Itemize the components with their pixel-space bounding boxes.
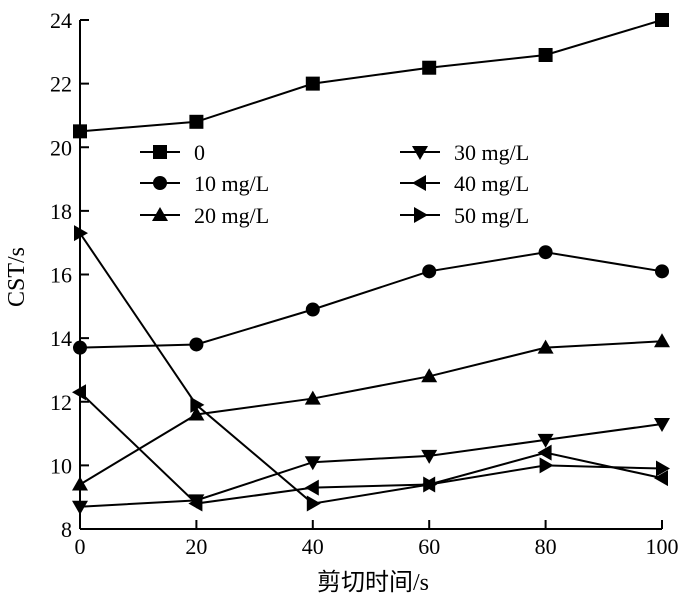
x-axis-title: 剪切时间/s bbox=[317, 569, 429, 596]
legend-label: 10 mg/L bbox=[194, 171, 269, 196]
data-point-30-mg-l bbox=[654, 418, 670, 433]
data-point-50-mg-l bbox=[539, 457, 554, 474]
data-point-50-mg-l bbox=[190, 396, 205, 413]
series-line-40-mg-l bbox=[79, 391, 663, 505]
legend-entry-30-mg-l: 30 mg/L bbox=[400, 140, 529, 165]
series-line-0 bbox=[79, 19, 663, 133]
y-tick-label: 12 bbox=[50, 390, 72, 415]
series-line-10-mg-l bbox=[79, 251, 663, 349]
legend-label: 30 mg/L bbox=[454, 140, 529, 165]
data-point-0 bbox=[655, 13, 669, 27]
data-point-50-mg-l bbox=[423, 476, 438, 493]
data-point-20-mg-l bbox=[72, 476, 88, 491]
x-tick-label: 60 bbox=[418, 534, 440, 559]
series-line-20-mg-l bbox=[79, 340, 663, 486]
data-point-10-mg-l bbox=[422, 264, 437, 279]
data-point-30-mg-l bbox=[537, 433, 554, 448]
data-point-0 bbox=[189, 114, 204, 129]
legend-entry-20-mg-l: 20 mg/L bbox=[140, 203, 269, 228]
legend-entry-10-mg-l: 10 mg/L bbox=[140, 171, 269, 196]
data-point-20-mg-l bbox=[421, 368, 438, 383]
legend-marker bbox=[412, 175, 426, 191]
data-point-50-mg-l bbox=[656, 460, 670, 477]
data-point-20-mg-l bbox=[304, 390, 321, 405]
y-tick-label: 20 bbox=[50, 135, 72, 160]
data-point-10-mg-l bbox=[189, 337, 204, 352]
data-point-30-mg-l bbox=[304, 456, 321, 471]
legend: 0 10 mg/L 20 mg/L 30 mg/L 40 mg/L 50 mg/L bbox=[140, 140, 529, 228]
data-point-10-mg-l bbox=[538, 245, 553, 260]
data-point-40-mg-l bbox=[537, 444, 552, 461]
data-point-0 bbox=[73, 124, 87, 139]
data-point-30-mg-l bbox=[421, 449, 438, 464]
y-tick-label: 22 bbox=[50, 72, 72, 97]
x-tick-label: 80 bbox=[535, 534, 557, 559]
legend-marker bbox=[414, 207, 428, 223]
series-line-50-mg-l bbox=[79, 232, 663, 505]
data-point-20-mg-l bbox=[537, 339, 554, 354]
axes: 0 20 40 60 80 100 8 10 12 14 16 18 20 22 24 bbox=[50, 8, 679, 559]
data-point-0 bbox=[538, 47, 553, 62]
legend-label: 50 mg/L bbox=[454, 203, 529, 228]
data-point-20-mg-l bbox=[654, 333, 670, 348]
data-point-10-mg-l bbox=[655, 264, 669, 279]
x-tick-label: 40 bbox=[302, 534, 324, 559]
series-lines bbox=[79, 19, 663, 508]
data-point-30-mg-l bbox=[72, 500, 88, 515]
data-point-40-mg-l bbox=[188, 495, 203, 512]
data-point-20-mg-l bbox=[188, 406, 205, 421]
legend-marker bbox=[152, 207, 168, 221]
x-tick-label: 100 bbox=[646, 534, 679, 559]
legend-label: 0 bbox=[194, 140, 205, 165]
x-tick-label: 20 bbox=[185, 534, 207, 559]
y-tick-label: 24 bbox=[50, 8, 72, 33]
y-tick-label: 16 bbox=[50, 263, 72, 288]
data-point-40-mg-l bbox=[72, 384, 86, 401]
y-tick-label: 14 bbox=[50, 326, 72, 351]
data-point-10-mg-l bbox=[305, 302, 320, 317]
data-point-40-mg-l bbox=[654, 470, 668, 487]
legend-label: 20 mg/L bbox=[194, 203, 269, 228]
legend-marker bbox=[153, 145, 167, 159]
legend-marker bbox=[153, 176, 167, 190]
y-axis-title: CST/s bbox=[4, 247, 30, 307]
data-point-10-mg-l bbox=[73, 340, 87, 355]
data-point-50-mg-l bbox=[74, 225, 88, 242]
legend-entry-0: 0 bbox=[140, 140, 205, 165]
y-tick-label: 10 bbox=[50, 453, 72, 478]
data-point-40-mg-l bbox=[304, 479, 319, 496]
series-line-30-mg-l bbox=[79, 423, 663, 508]
legend-label: 40 mg/L bbox=[454, 171, 529, 196]
data-point-50-mg-l bbox=[306, 495, 321, 512]
data-point-0 bbox=[305, 76, 320, 91]
y-tick-label: 8 bbox=[61, 517, 72, 542]
legend-entry-40-mg-l: 40 mg/L bbox=[400, 171, 529, 196]
x-tick-label: 0 bbox=[75, 534, 86, 559]
series-markers bbox=[72, 13, 670, 515]
data-point-0 bbox=[422, 60, 437, 75]
legend-entry-50-mg-l: 50 mg/L bbox=[400, 203, 529, 228]
y-tick-label: 18 bbox=[50, 199, 72, 224]
legend-marker bbox=[412, 146, 428, 160]
